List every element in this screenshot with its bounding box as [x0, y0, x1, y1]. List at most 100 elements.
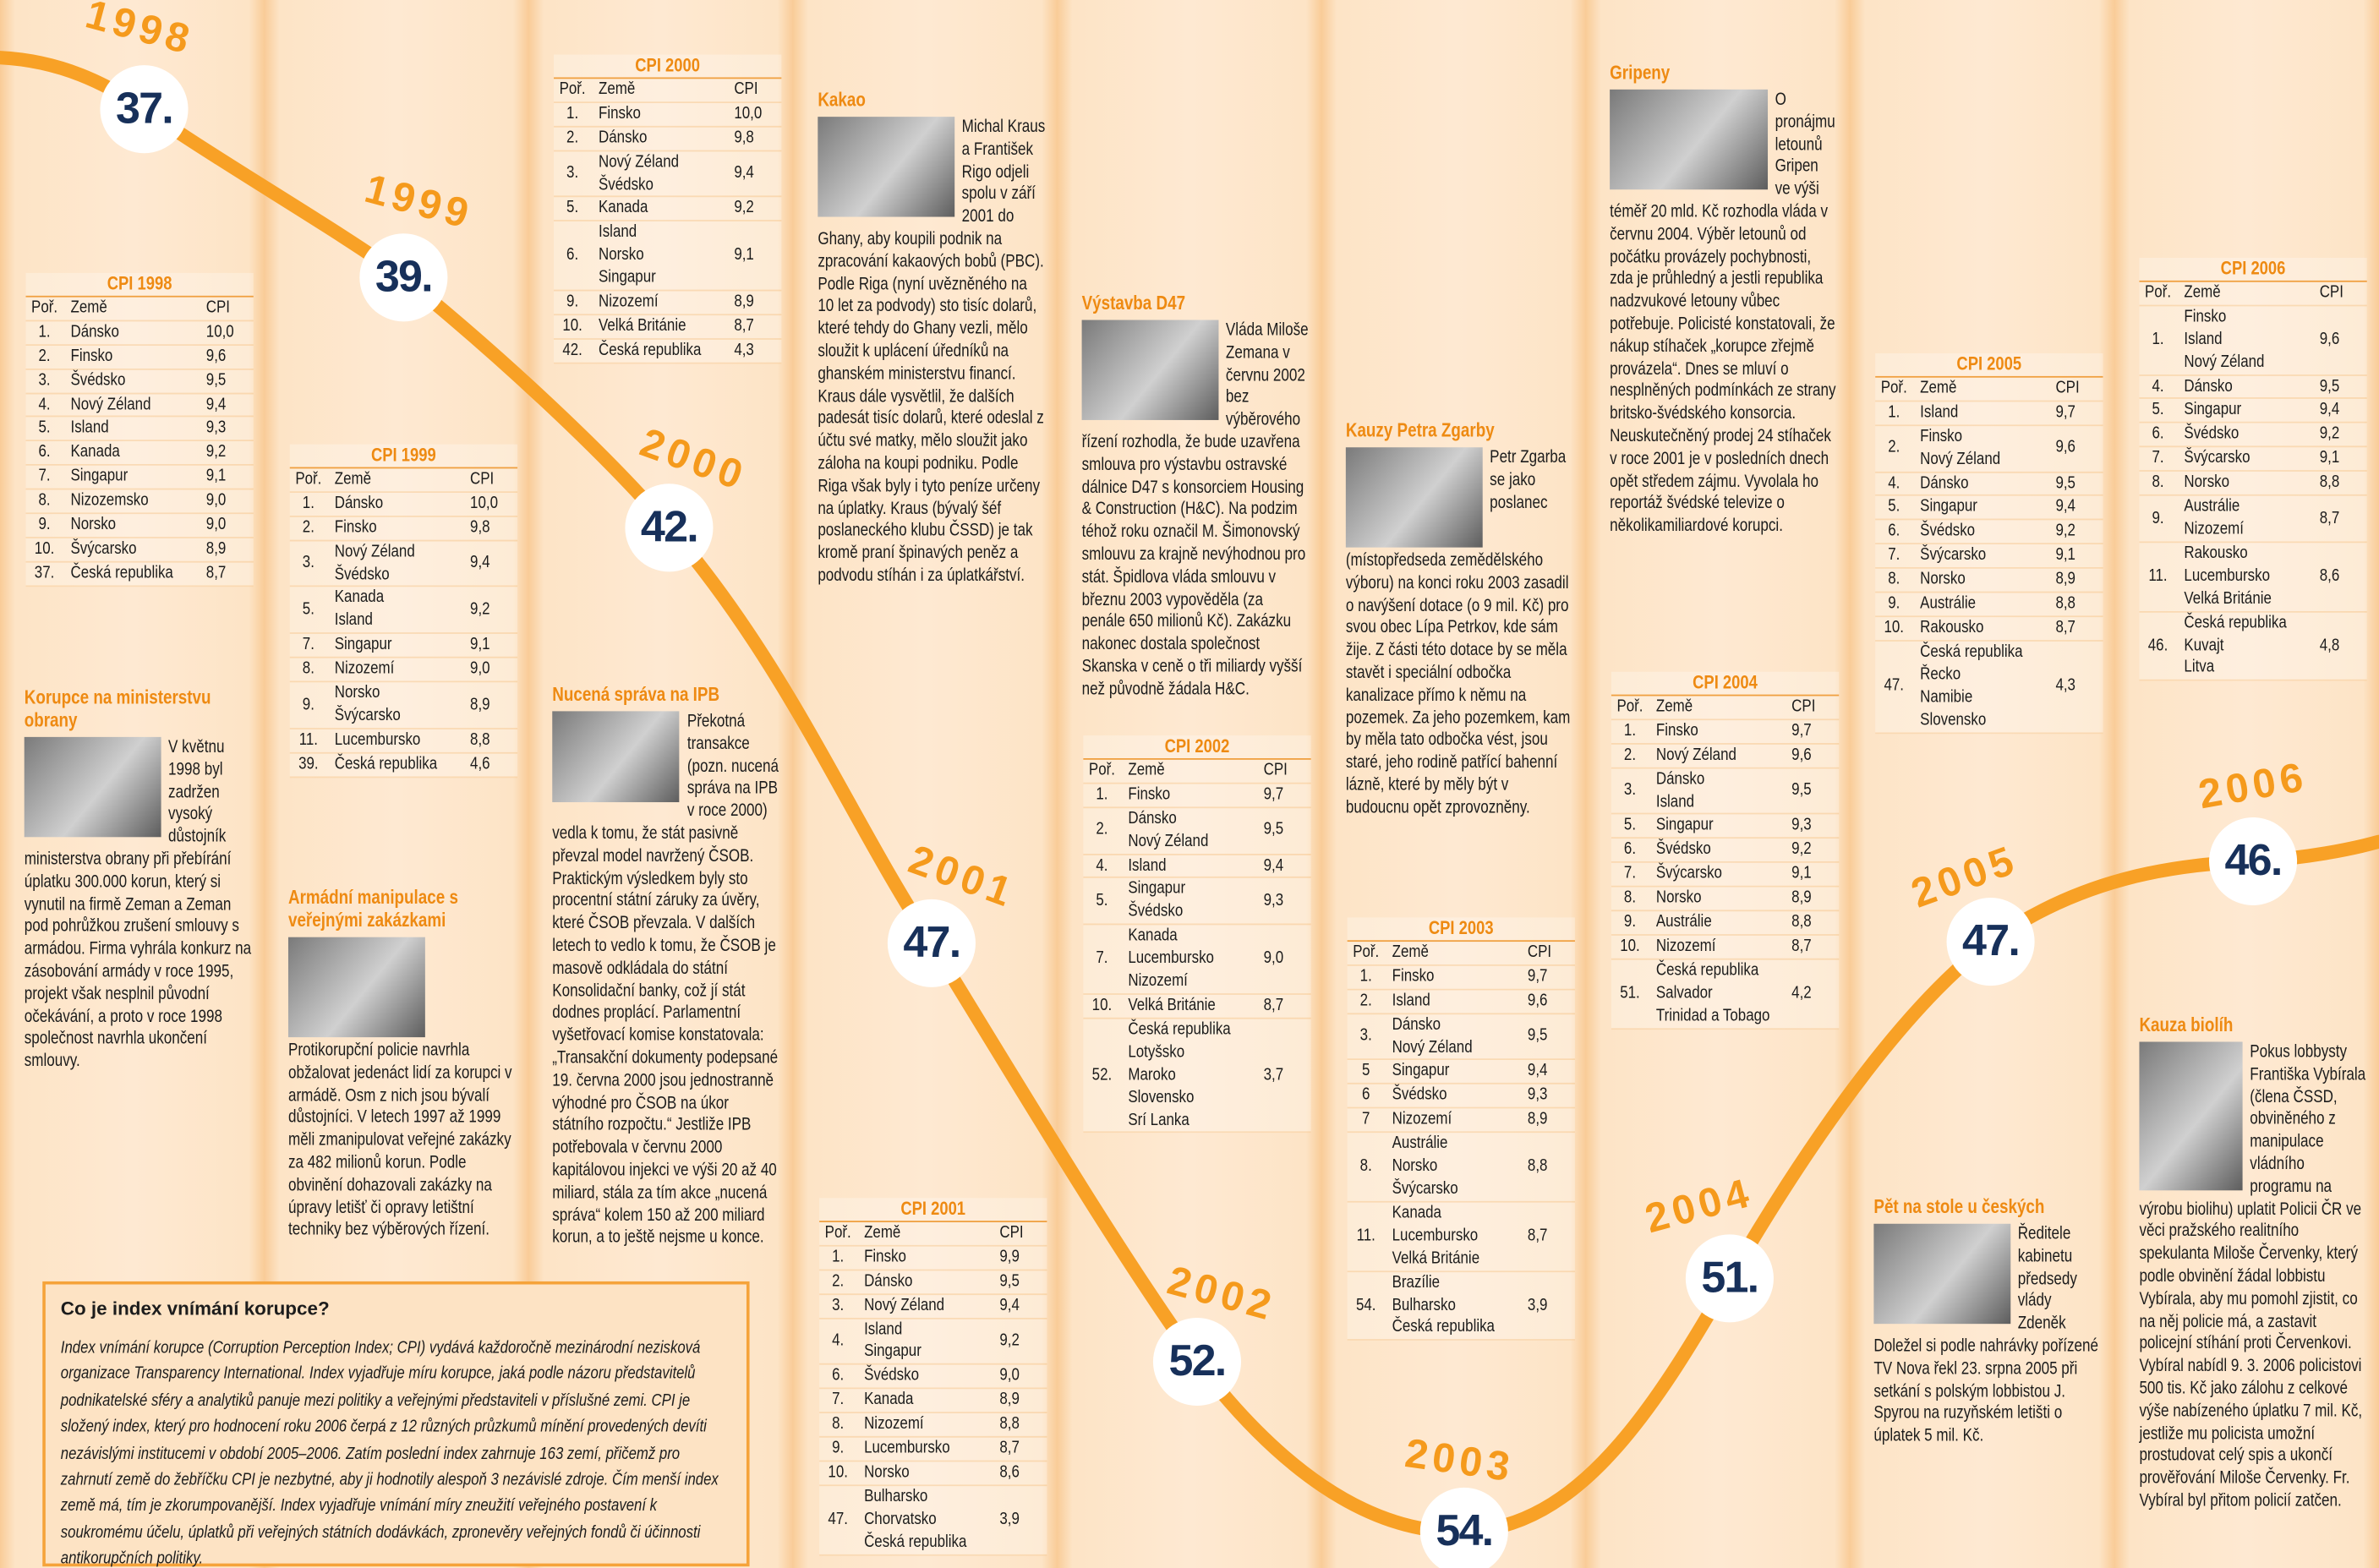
story-photo — [25, 737, 161, 837]
country: Česká republika — [864, 1531, 999, 1554]
rank-cell: 7. — [26, 466, 63, 489]
country: Island — [1920, 402, 2055, 424]
country: Singapur — [335, 634, 470, 657]
country: Norsko — [2184, 472, 2319, 494]
table-row: 6.Švédsko9,0 — [819, 1365, 1047, 1390]
story-body: Překotná transakce (pozn. nucená správa … — [552, 711, 779, 1249]
cpi-cell: 8,8 — [2320, 472, 2367, 494]
country: Singapur — [2184, 400, 2319, 423]
cpi-cell: 9,1 — [1791, 863, 1839, 886]
cpi-cell: 9,7 — [1264, 784, 1311, 806]
rank-cell: 6. — [819, 1365, 856, 1388]
country: Lucembursko — [2184, 565, 2319, 588]
country-cell: Švýcarsko — [63, 538, 206, 561]
table-row: 4.Nový Zéland9,4 — [26, 394, 254, 418]
country-cell: Norsko — [2177, 472, 2320, 494]
cpi-cell: 8,8 — [470, 729, 517, 752]
cpi-cell: 8,7 — [734, 315, 781, 338]
country-cell: Finsko — [63, 346, 206, 369]
rank-cell: 9. — [819, 1438, 856, 1461]
rank-cell: 9. — [1875, 593, 1912, 616]
rank-cell: 5. — [1875, 496, 1912, 519]
table-header: Poř.ZeměCPI — [1083, 760, 1310, 784]
country: Singapur — [1656, 815, 1791, 838]
country-cell: Finsko — [856, 1246, 999, 1269]
rank-badge: 47. — [1947, 898, 2035, 986]
table-title: CPI 2003 — [1348, 917, 1575, 942]
country: Salvador — [1656, 982, 1791, 1005]
country-cell: Švýcarsko — [1649, 863, 1791, 886]
header-cell: Země — [327, 468, 470, 491]
country: Švédsko — [70, 369, 205, 392]
info-title: Co je index vnímání korupce? — [61, 1298, 747, 1319]
cpi-cell: 9,1 — [2320, 448, 2367, 471]
cpi-cell: 8,8 — [2055, 593, 2103, 616]
country: Singapur — [1128, 879, 1263, 902]
country: Nizozemí — [335, 658, 470, 681]
country: Nizozemí — [2184, 518, 2319, 541]
table-row: 10.Velká Británie8,7 — [554, 315, 781, 340]
info-box: Co je index vnímání korupce? Index vnímá… — [42, 1281, 749, 1566]
story-photo — [288, 937, 425, 1037]
country: Dánsko — [864, 1270, 999, 1293]
country-cell: Nizozemí — [1385, 1109, 1528, 1132]
country: Česká republika — [2184, 612, 2319, 635]
country-cell: Česká republikaSalvadorTrinidad a Tobago — [1649, 959, 1791, 1027]
cpi-cell: 9,4 — [999, 1294, 1047, 1317]
country: Švédsko — [2184, 423, 2319, 446]
rank-cell: 1. — [1348, 965, 1385, 988]
country-cell: Švédsko — [63, 369, 206, 392]
story: Výstavba D47Vláda Miloše Zemana v červnu… — [1082, 291, 1310, 701]
country-cell: Velká Británie — [1121, 995, 1264, 1018]
rank-cell: 39. — [290, 753, 327, 776]
cpi-table: CPI 2002Poř.ZeměCPI1.Finsko9,72.DánskoNo… — [1083, 735, 1310, 1134]
country: Norsko — [1392, 1156, 1528, 1178]
rank-cell: 6. — [26, 442, 63, 465]
rank-cell: 2. — [290, 516, 327, 539]
country: Island — [1128, 855, 1263, 877]
cpi-cell: 8,9 — [734, 292, 781, 314]
cpi-cell: 9,5 — [2055, 473, 2103, 495]
rank-cell: 6. — [554, 244, 591, 267]
country: Srí Lanka — [1128, 1109, 1263, 1132]
country: Nizozemí — [1656, 936, 1791, 959]
country-cell: Island — [1385, 990, 1528, 1013]
country-cell: Švédsko — [1649, 839, 1791, 862]
country: Dánsko — [335, 493, 470, 516]
rank-cell: 6. — [2139, 423, 2176, 446]
country-cell: Nizozemí — [591, 292, 734, 314]
rank-cell: 4. — [1083, 855, 1120, 877]
cpi-cell: 3,7 — [1264, 1064, 1311, 1087]
country: Rakousko — [1920, 617, 2055, 640]
country-cell: Česká republikaKuvajtLitva — [2177, 612, 2320, 680]
rank-cell: 10. — [1875, 617, 1912, 640]
cpi-cell: 4,3 — [734, 340, 781, 363]
country: Česká republika — [1128, 1019, 1263, 1041]
country: Švýcarsko — [335, 705, 470, 728]
header-cell: CPI — [2320, 282, 2367, 305]
country: Švédsko — [1128, 901, 1263, 924]
header-cell: Země — [1649, 696, 1791, 718]
table-title: CPI 2001 — [819, 1198, 1047, 1222]
country: Nový Zéland — [864, 1294, 999, 1317]
cpi-cell: 4,2 — [1791, 982, 1839, 1005]
rank-cell: 6. — [1611, 839, 1649, 862]
country-cell: Norsko — [1912, 569, 2055, 592]
cpi-cell: 9,0 — [999, 1365, 1047, 1388]
country-cell: Velká Británie — [591, 315, 734, 338]
country: Norsko — [1656, 888, 1791, 910]
rank-badge: 42. — [625, 484, 713, 571]
country: Island — [2184, 329, 2319, 352]
story-photo — [1610, 90, 1768, 189]
